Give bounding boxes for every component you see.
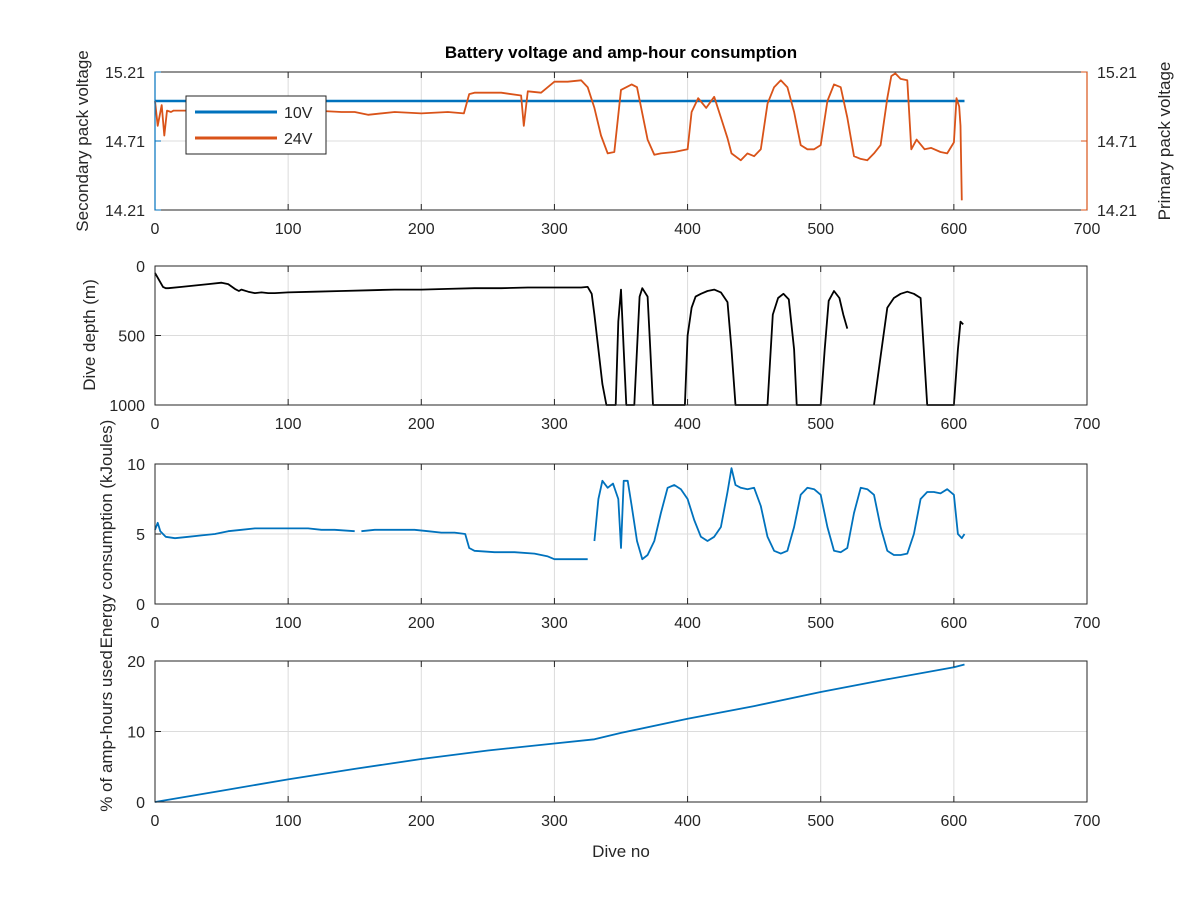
depth-panel: 0 100 200 300 400 500 600 700 0 500 1000 Dive dept… [80, 259, 1100, 433]
y-tick-label-right: 14.21 [1097, 203, 1137, 220]
x-tick-label: 400 [674, 615, 701, 632]
series-line-3-0 [154, 663, 965, 803]
y-tick-label: 1000 [109, 398, 145, 415]
x-tick-label: 700 [1074, 813, 1101, 830]
series-line-2-0 [154, 521, 355, 540]
x-tick-label: 700 [1074, 221, 1101, 238]
x-tick-label: 100 [275, 615, 302, 632]
y-tick-label: 5 [136, 527, 145, 544]
y-tick-label: 14.71 [105, 134, 145, 151]
x-tick-label: 100 [275, 813, 302, 830]
y-tick-label: 20 [127, 654, 145, 671]
x-tick-label: 600 [941, 416, 968, 433]
x-tick-label: 100 [275, 416, 302, 433]
x-tick-label: 200 [408, 416, 435, 433]
y-tick-label: 10 [127, 457, 145, 474]
x-tick-label: 100 [275, 221, 302, 238]
x-tick-label: 0 [151, 416, 160, 433]
y-tick-label: 0 [136, 795, 145, 812]
x-tick-label: 600 [941, 615, 968, 632]
series-line-1-0 [154, 272, 849, 406]
y-tick-label-right: 15.21 [1097, 65, 1137, 82]
x-tick-label: 300 [541, 416, 568, 433]
y-axis-label-energy: Energy consumption (kJoules) [97, 420, 116, 649]
legend-box [185, 95, 327, 155]
y-tick-label: 0 [136, 597, 145, 614]
chart-title: Battery voltage and amp-hour consumption [445, 43, 797, 62]
series-line-2-1 [361, 528, 588, 561]
x-tick-label: 200 [408, 221, 435, 238]
y-tick-label-right: 14.71 [1097, 134, 1137, 151]
y-axis-label-right: Primary pack voltage [1155, 62, 1174, 221]
legend-label-10v: 10V [284, 105, 313, 122]
amphours-panel: 0 100 200 300 400 500 600 700 0 10 20 % of amp-hou… [97, 650, 1100, 861]
y-axis-label-depth: Dive depth (m) [80, 279, 99, 390]
x-tick-label: 700 [1074, 416, 1101, 433]
legend: 10V 24V [185, 95, 327, 155]
x-tick-label: 400 [674, 813, 701, 830]
y-tick-label: 0 [136, 259, 145, 276]
x-tick-label: 600 [941, 813, 968, 830]
x-tick-label: 300 [541, 615, 568, 632]
x-tick-label: 600 [941, 221, 968, 238]
x-tick-label: 0 [151, 813, 160, 830]
series-line-24v [154, 72, 963, 201]
legend-label-24v: 24V [284, 131, 313, 148]
series-line-2-2 [593, 467, 966, 561]
x-tick-label: 0 [151, 615, 160, 632]
series-line-1-1 [873, 290, 964, 406]
y-axis-label-left: Secondary pack voltage [73, 50, 92, 231]
x-tick-label: 300 [541, 221, 568, 238]
y-tick-label: 14.21 [105, 203, 145, 220]
x-tick-label: 200 [408, 615, 435, 632]
x-tick-label: 500 [807, 416, 834, 433]
x-tick-label: 300 [541, 813, 568, 830]
voltage-panel: Battery voltage and amp-hour consumption… [73, 43, 1174, 238]
x-tick-label: 400 [674, 221, 701, 238]
y-tick-label: 15.21 [105, 65, 145, 82]
x-tick-label: 700 [1074, 615, 1101, 632]
y-tick-label: 10 [127, 725, 145, 742]
energy-panel: 0 100 200 300 400 500 600 700 0 5 10 Energy consum… [97, 420, 1100, 649]
x-tick-label: 500 [807, 615, 834, 632]
x-tick-label: 400 [674, 416, 701, 433]
x-tick-label: 200 [408, 813, 435, 830]
x-axis-label: Dive no [592, 842, 650, 861]
y-tick-label: 500 [118, 329, 145, 346]
y-axis-label-amphours: % of amp-hours used [97, 650, 116, 812]
x-tick-label: 500 [807, 813, 834, 830]
x-tick-label: 500 [807, 221, 834, 238]
x-tick-label: 0 [151, 221, 160, 238]
